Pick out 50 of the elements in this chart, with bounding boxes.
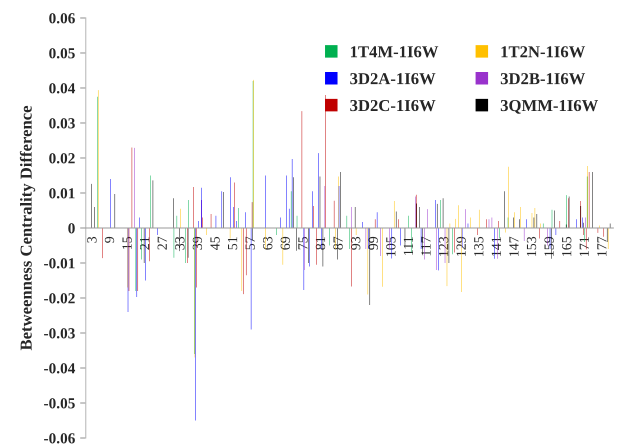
x-tick-label: 51 [228,237,238,250]
y-tick-label: -0.03 [44,328,75,339]
y-tick-label: 0.03 [49,118,75,129]
x-tick-label: 39 [192,236,202,250]
y-tick-label: -0.01 [44,258,75,269]
y-tick-label: 0.05 [49,48,75,58]
x-tick-label: 159 [544,236,554,256]
x-tick-label: 141 [492,237,501,256]
legend-label: 3D2C-1I6W [350,100,436,112]
x-tick-label: 117 [421,236,431,256]
x-tick-label: 63 [263,236,272,250]
x-tick-label: 93 [351,236,360,250]
x-tick-label: 129 [456,236,466,256]
legend-label: 3D2A-1I6W [350,73,436,84]
y-tick-label: 0.01 [49,188,75,199]
y-tick-label: 0.04 [49,83,76,94]
x-tick-label: 57 [246,236,255,250]
x-tick-label: 147 [509,236,518,256]
y-axis-title: Betweenness Centrality Difference [20,106,36,350]
x-tick-label: 135 [474,236,484,256]
x-tick-label: 15 [122,236,132,249]
x-tick-label: 99 [368,236,378,250]
x-tick-label: 9 [104,236,114,243]
x-tick-label: 171 [580,237,589,256]
x-tick-label: 81 [316,237,326,250]
y-tick-label: 0 [68,223,75,234]
x-tick-label: 75 [298,236,308,250]
y-tick-label: -0.06 [44,433,75,444]
legend-label: 1T2N-1I6W [502,46,586,58]
legend-label: 1T4M-1I6W [350,46,438,58]
y-tick-label: -0.04 [44,363,76,374]
y-tick-label: 0.06 [49,13,75,24]
x-tick-label: 3 [87,236,97,243]
legend-label: 3QMM-1I6W [500,100,598,114]
y-tick-label: -0.02 [44,293,75,304]
x-tick-label: 21 [140,237,150,250]
x-tick-label: 111 [404,237,413,255]
x-tick-label: 165 [562,236,572,256]
x-tick-label: 87 [333,236,343,250]
y-tick-label: 0.02 [49,153,75,164]
x-tick-label: 27 [158,236,167,250]
x-tick-label: 105 [386,236,396,256]
x-tick-label: 177 [597,236,606,256]
x-tick-label: 123 [438,236,448,256]
x-tick-label: 69 [280,236,290,250]
x-tick-label: 33 [175,236,184,250]
y-tick-label: -0.05 [44,398,75,409]
x-tick-label: 45 [210,236,220,250]
legend-label: 3D2B-1I6W [500,73,586,84]
x-tick-label: 153 [526,236,536,256]
